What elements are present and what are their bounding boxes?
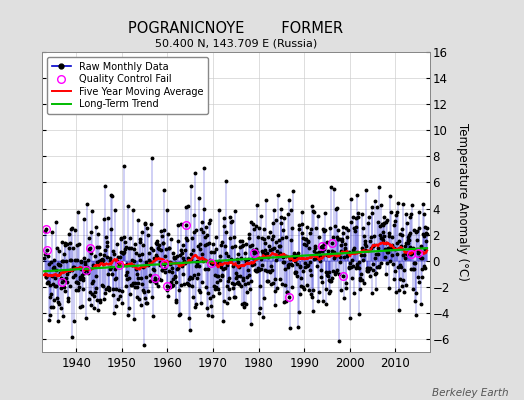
Text: Berkeley Earth: Berkeley Earth	[432, 388, 508, 398]
Legend: Raw Monthly Data, Quality Control Fail, Five Year Moving Average, Long-Term Tren: Raw Monthly Data, Quality Control Fail, …	[47, 57, 208, 114]
Text: 50.400 N, 143.709 E (Russia): 50.400 N, 143.709 E (Russia)	[155, 38, 317, 48]
Title: POGRANICNOYE        FORMER: POGRANICNOYE FORMER	[128, 20, 343, 36]
Y-axis label: Temperature Anomaly (°C): Temperature Anomaly (°C)	[456, 123, 470, 281]
